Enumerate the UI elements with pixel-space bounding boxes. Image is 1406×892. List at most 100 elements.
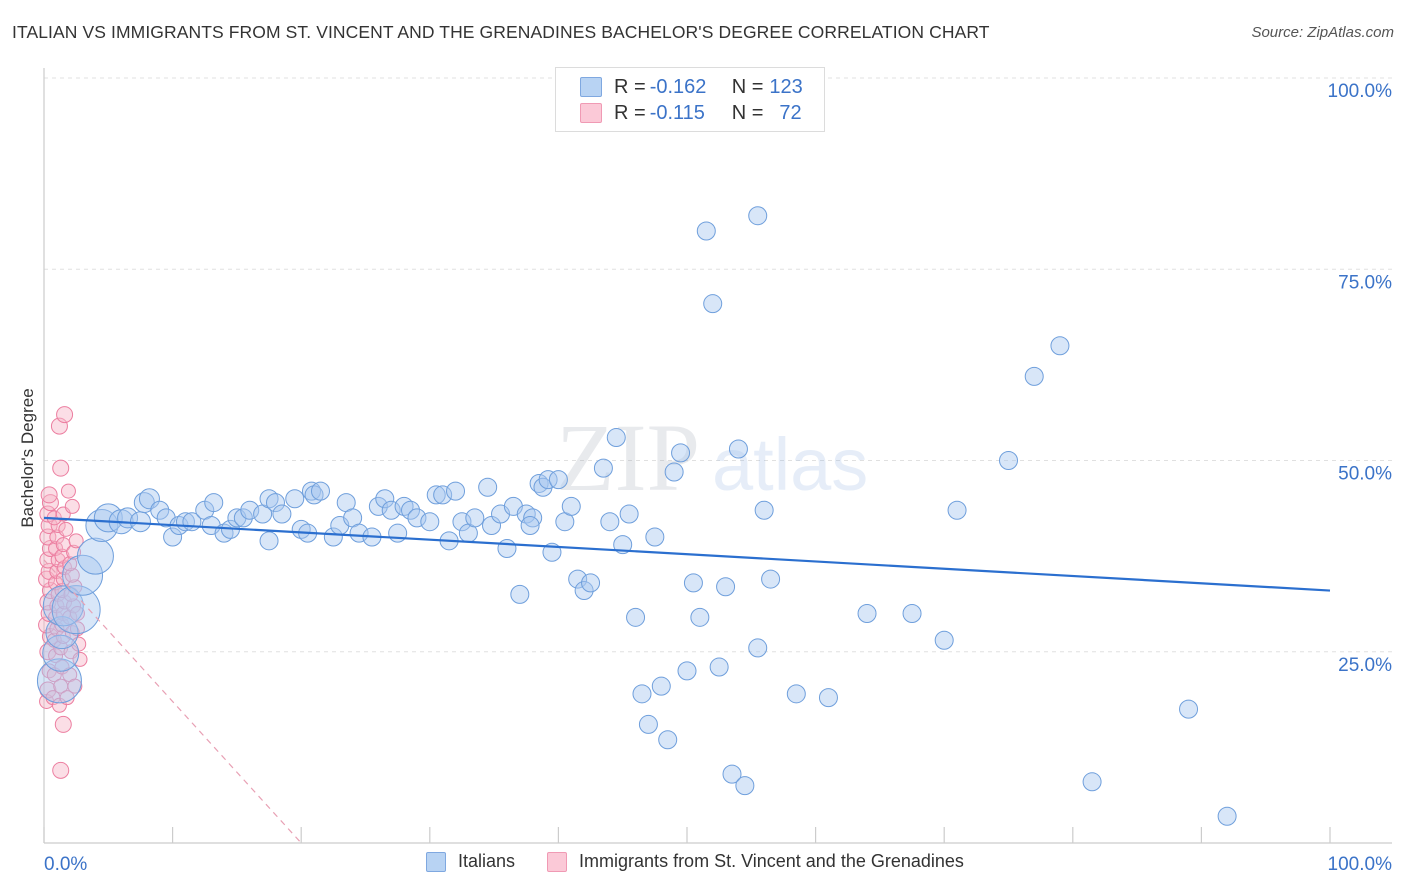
italian-point — [690, 607, 710, 627]
svg-point — [60, 483, 76, 499]
italian-point — [593, 458, 613, 478]
italian-point — [568, 569, 588, 589]
italian-point — [786, 684, 806, 704]
italian-point — [163, 527, 183, 547]
svg-point — [51, 697, 67, 713]
legend-swatch-svg — [547, 851, 568, 872]
italian-point — [1082, 772, 1102, 792]
italian-point — [446, 481, 466, 501]
italian-point — [683, 573, 703, 593]
italian-point — [728, 439, 748, 459]
italian-point — [538, 470, 558, 490]
italian-point — [748, 206, 768, 226]
italian-point — [150, 500, 170, 520]
legend-r-label: R = — [614, 101, 646, 124]
italian-point — [613, 535, 633, 555]
italian-point — [548, 470, 568, 490]
italian-point — [323, 527, 343, 547]
italian-points — [36, 206, 1237, 826]
legend-n-value: 72 — [779, 101, 802, 124]
legend-n-value: 123 — [769, 75, 803, 98]
svg-point — [48, 540, 64, 556]
chart-title: ITALIAN VS IMMIGRANTS FROM ST. VINCENT A… — [12, 22, 990, 42]
italian-point — [632, 684, 652, 704]
italian-point — [272, 504, 292, 524]
svg-point — [67, 678, 83, 694]
italian-point — [664, 462, 684, 482]
italian-point — [433, 485, 453, 505]
svg-point — [54, 715, 72, 733]
svg-point — [64, 567, 80, 583]
italian-point — [1024, 366, 1044, 386]
italian-point — [947, 500, 967, 520]
italian-point — [857, 604, 877, 623]
italian-point — [452, 512, 472, 532]
y-tick-label: 50.0% — [1338, 464, 1392, 485]
legend-n-label: N = — [731, 75, 764, 98]
italian-point — [381, 500, 401, 520]
italian-point — [561, 496, 581, 516]
legend-swatch-italians — [580, 77, 602, 97]
legend-r-label: R = — [614, 75, 646, 98]
svg-point — [49, 563, 65, 579]
svg-point — [57, 594, 73, 610]
legend-row-italians: R = -0.162 N = 123 — [580, 75, 803, 99]
italian-point — [520, 516, 540, 536]
y-tick-label: 25.0% — [1338, 655, 1392, 676]
svg-point — [66, 598, 82, 614]
series-legend: Italians Immigrants from St. Vincent and… — [426, 851, 964, 872]
legend-label-svg: Immigrants from St. Vincent and the Gren… — [579, 851, 964, 871]
svg-point — [68, 533, 84, 549]
italian-point — [651, 676, 671, 696]
svg-point — [40, 486, 58, 504]
italian-point — [76, 537, 114, 575]
italian-point — [748, 638, 768, 658]
svg-point — [62, 556, 78, 572]
svg-point — [58, 521, 74, 537]
italian-point — [934, 630, 954, 650]
italian-point — [51, 585, 101, 635]
italian-point — [638, 714, 658, 734]
svg-point — [52, 459, 70, 477]
x-tick-label: 100.0% — [1328, 854, 1393, 875]
italian-point — [709, 657, 729, 677]
svg-points — [38, 406, 88, 779]
italian-point — [259, 531, 279, 551]
legend-r-value: -0.115 — [649, 101, 705, 124]
svg-point — [64, 498, 80, 514]
italian-point — [465, 508, 485, 528]
italian-point — [129, 511, 151, 533]
svg-point — [54, 548, 70, 564]
italian-point — [1179, 699, 1199, 719]
watermark-zip: ZIP — [556, 404, 700, 511]
italian-point — [510, 584, 530, 604]
grid-lines — [44, 77, 1392, 653]
chart-source: Source: ZipAtlas.com — [1251, 24, 1394, 41]
axes — [43, 68, 1392, 844]
legend-swatch-svg — [580, 103, 602, 123]
italian-point — [677, 661, 697, 681]
italian-point — [240, 500, 260, 520]
svg-point — [52, 761, 70, 779]
svg-point — [56, 406, 74, 424]
italian-point — [138, 488, 160, 510]
italian-point — [426, 485, 446, 505]
y-tick-label: 75.0% — [1338, 272, 1392, 293]
italian-point — [523, 508, 543, 528]
legend-n-label: N = — [731, 101, 764, 124]
italian-point — [999, 451, 1018, 470]
italian-point — [606, 428, 626, 448]
italian-point — [619, 504, 639, 524]
legend-r-value: -0.162 — [649, 75, 707, 98]
italian-point — [478, 477, 498, 497]
italian-point — [349, 523, 369, 543]
italian-point — [902, 604, 922, 623]
italian-point — [388, 523, 408, 543]
italian-point — [497, 538, 517, 558]
italian-point — [285, 489, 305, 509]
italian-point — [671, 443, 691, 463]
italian-point — [703, 294, 723, 314]
italian-point — [265, 493, 285, 513]
svg-trend-line — [43, 559, 302, 844]
italian-point — [574, 581, 594, 601]
